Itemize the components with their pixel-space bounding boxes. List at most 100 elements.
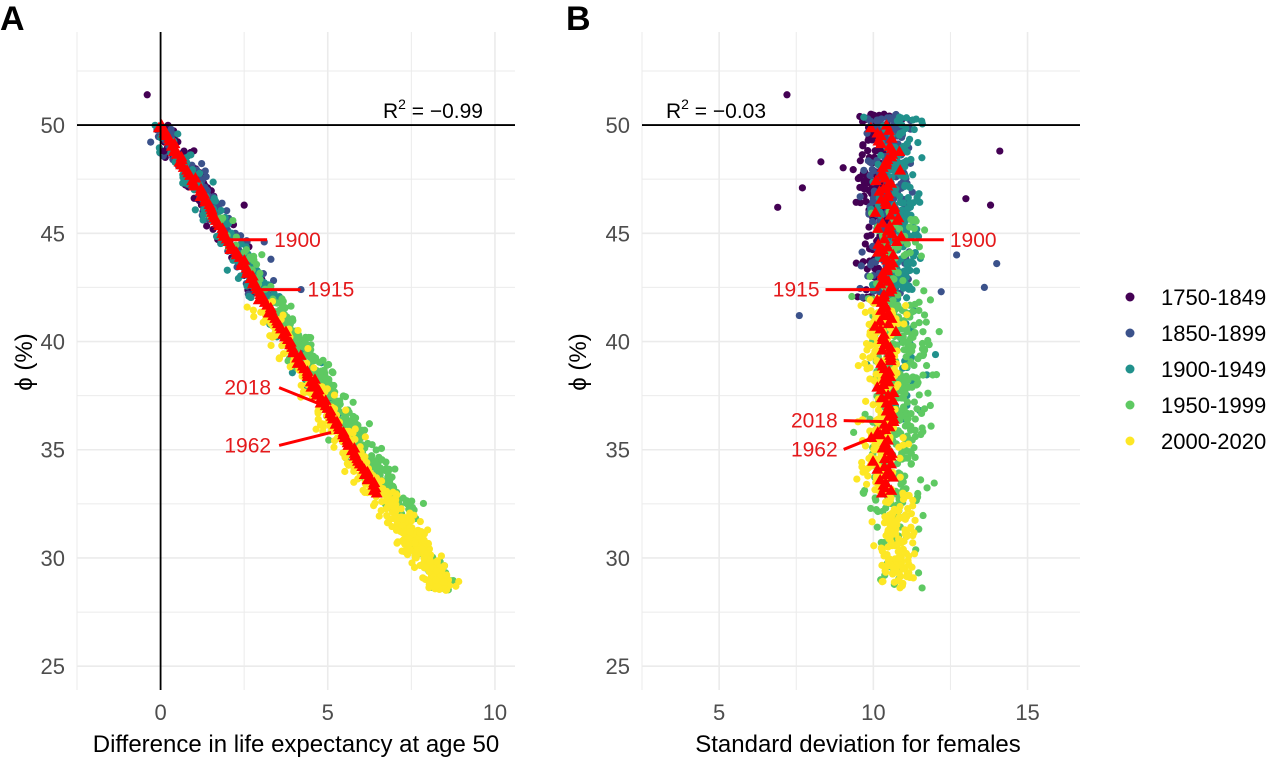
data-point — [902, 114, 911, 122]
data-point — [314, 415, 322, 423]
highlight-triangle — [878, 452, 891, 464]
data-point — [856, 157, 864, 165]
data-point — [904, 338, 912, 346]
data-point — [896, 473, 904, 481]
data-point — [858, 463, 866, 471]
data-point — [349, 398, 357, 406]
highlight-triangle — [883, 140, 896, 151]
label-leader-line — [278, 430, 332, 447]
highlight-triangle — [883, 465, 896, 477]
data-point — [878, 578, 886, 586]
highlight-triangle — [878, 418, 891, 429]
data-point — [798, 184, 806, 192]
data-point — [862, 480, 871, 488]
y-tick-label: 40 — [41, 330, 65, 355]
data-point — [852, 198, 860, 206]
data-point — [909, 539, 917, 547]
data-point — [350, 467, 358, 475]
highlight-triangle — [895, 230, 908, 241]
data-point — [899, 434, 907, 442]
data-point — [425, 578, 433, 586]
legend-swatch — [1125, 292, 1135, 302]
data-point — [953, 251, 961, 259]
data-point — [250, 313, 258, 321]
highlight-triangle — [885, 312, 898, 323]
highlight-triangle — [885, 177, 898, 188]
data-point — [900, 251, 908, 260]
data-point — [887, 115, 895, 123]
highlight-triangle — [886, 256, 899, 268]
data-point — [901, 181, 909, 189]
highlight-triangle — [878, 232, 891, 244]
data-point — [918, 339, 927, 348]
data-point — [911, 415, 919, 423]
data-point — [849, 166, 857, 174]
data-point — [899, 579, 907, 587]
data-point — [910, 398, 918, 406]
data-point — [912, 267, 921, 275]
highlight-triangle — [885, 484, 898, 495]
highlight-triangle — [881, 224, 894, 236]
data-point — [426, 558, 434, 567]
data-point — [393, 539, 401, 547]
data-point — [420, 554, 428, 563]
data-point — [915, 391, 923, 399]
data-point — [919, 511, 927, 520]
data-point — [906, 249, 914, 257]
data-point — [344, 417, 352, 426]
data-point — [375, 512, 383, 520]
highlight-triangle — [252, 293, 265, 305]
data-point — [895, 113, 904, 121]
data-point — [864, 157, 872, 165]
data-point — [926, 296, 935, 304]
data-point — [865, 223, 873, 231]
data-point — [914, 378, 922, 387]
data-point — [356, 443, 364, 451]
data-point — [279, 311, 287, 319]
legend-item-label: 2000-2020 — [1161, 429, 1266, 454]
data-point — [889, 296, 897, 305]
x-tick-label: 10 — [861, 700, 885, 725]
data-point — [883, 561, 892, 570]
data-point — [867, 231, 875, 239]
data-point — [913, 193, 921, 202]
highlight-triangle — [875, 357, 888, 368]
data-point — [378, 456, 386, 464]
highlight-triangle — [875, 487, 888, 498]
data-point — [915, 319, 923, 327]
data-point — [896, 192, 904, 201]
data-point — [861, 240, 869, 248]
data-point — [894, 507, 902, 515]
data-point — [895, 443, 903, 451]
data-point — [932, 371, 941, 379]
data-point — [432, 567, 441, 575]
data-point — [410, 563, 419, 572]
data-point — [341, 467, 349, 476]
highlight-triangle — [892, 211, 905, 223]
data-point — [850, 428, 858, 437]
highlight-triangle — [867, 455, 880, 466]
data-point — [399, 529, 407, 537]
highlight-triangle — [883, 346, 896, 358]
data-point — [199, 216, 207, 224]
data-point — [903, 492, 911, 500]
data-point — [909, 502, 917, 510]
data-point — [868, 217, 877, 226]
data-point — [902, 294, 911, 302]
data-point — [853, 475, 861, 483]
highlight-triangle — [877, 288, 890, 299]
highlight-triangle — [886, 148, 899, 159]
highlight-triangle — [893, 145, 906, 157]
data-point — [907, 524, 915, 533]
data-point — [902, 266, 910, 275]
highlight-triangle — [877, 328, 890, 339]
year-label: 2018 — [224, 377, 271, 400]
data-point — [918, 120, 926, 128]
data-point — [866, 296, 874, 304]
data-point — [257, 308, 265, 316]
year-label: 1915 — [308, 279, 355, 302]
highlight-triangle — [305, 381, 318, 392]
data-point — [905, 572, 914, 580]
data-point — [888, 302, 896, 310]
highlight-triangle — [882, 444, 895, 456]
